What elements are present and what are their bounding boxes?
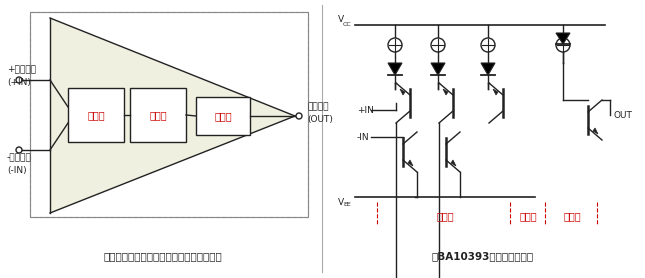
Text: (+IN): (+IN) <box>7 78 31 86</box>
Text: 入力段: 入力段 <box>436 211 454 221</box>
Polygon shape <box>493 89 498 95</box>
Circle shape <box>388 38 402 52</box>
Polygon shape <box>481 63 495 75</box>
Text: 【BA10393内部等価回路】: 【BA10393内部等価回路】 <box>432 251 534 261</box>
Circle shape <box>481 38 495 52</box>
Bar <box>30 12 308 217</box>
Text: 利得段: 利得段 <box>149 110 167 120</box>
Text: V: V <box>338 198 344 207</box>
Circle shape <box>431 38 445 52</box>
Text: -IN: -IN <box>357 133 370 142</box>
Text: CC: CC <box>343 22 352 27</box>
Text: (OUT): (OUT) <box>307 115 333 123</box>
Text: -入力端子: -入力端子 <box>7 153 32 163</box>
Bar <box>68 88 124 142</box>
Text: (-IN): (-IN) <box>7 165 26 175</box>
Text: 出力段: 出力段 <box>214 111 232 121</box>
Polygon shape <box>556 33 570 44</box>
Text: 出力端子: 出力端子 <box>307 103 328 111</box>
Polygon shape <box>451 160 456 166</box>
Circle shape <box>296 113 302 119</box>
Polygon shape <box>593 128 598 134</box>
Polygon shape <box>431 63 445 75</box>
Text: +IN: +IN <box>357 105 374 115</box>
Text: 利得段: 利得段 <box>519 211 537 221</box>
Text: V: V <box>338 15 344 24</box>
Circle shape <box>556 38 570 52</box>
Bar <box>130 88 186 142</box>
Polygon shape <box>50 18 295 213</box>
Circle shape <box>16 77 22 83</box>
Bar <box>196 97 250 135</box>
Text: +入力端子: +入力端子 <box>7 66 36 75</box>
Text: 入力段: 入力段 <box>87 110 105 120</box>
Polygon shape <box>443 89 448 95</box>
Polygon shape <box>408 160 413 166</box>
Text: 【一般的なコンパレータの内部回路構成】: 【一般的なコンパレータの内部回路構成】 <box>104 251 223 261</box>
Text: 出力段: 出力段 <box>563 211 580 221</box>
Circle shape <box>16 147 22 153</box>
Polygon shape <box>400 89 405 95</box>
Text: EE: EE <box>343 202 351 207</box>
Polygon shape <box>388 63 402 75</box>
Text: OUT: OUT <box>613 110 632 120</box>
